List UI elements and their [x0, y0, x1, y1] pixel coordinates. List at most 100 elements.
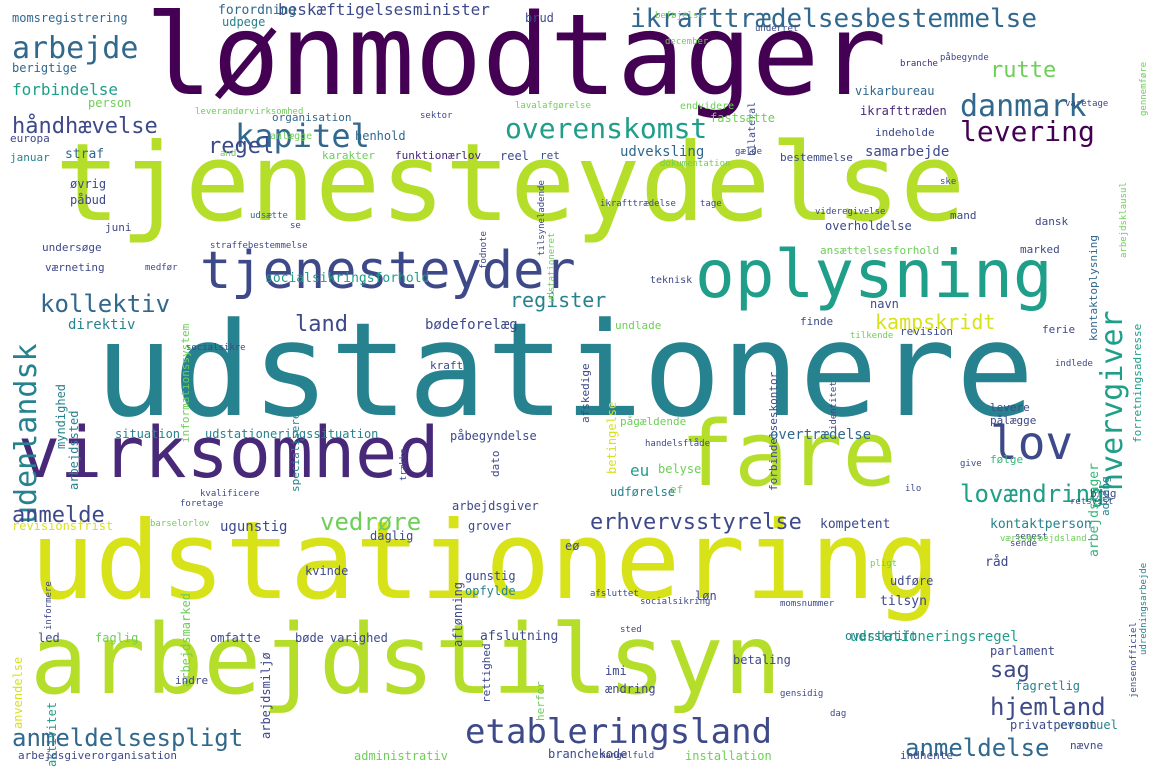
- word-135: indre: [175, 674, 209, 687]
- word-199: tage: [700, 199, 722, 209]
- word-85: navn: [870, 297, 899, 311]
- word-80: undersøge: [42, 241, 102, 254]
- word-154: foretage: [180, 499, 224, 509]
- word-143: eventuel: [1060, 718, 1118, 732]
- word-105: udførelse: [610, 485, 676, 499]
- word-81: værneting: [45, 261, 105, 274]
- word-161: sted: [620, 625, 642, 635]
- word-82: medfør: [145, 263, 178, 273]
- word-99: specialisere: [289, 412, 302, 492]
- word-75: sektor: [420, 111, 453, 121]
- word-49: karakter: [322, 149, 375, 162]
- word-190: handelsflåde: [645, 439, 711, 449]
- word-93: pågældende: [620, 415, 687, 428]
- word-141: imi: [605, 664, 627, 678]
- word-186: udsætte: [250, 211, 288, 221]
- word-123: aflønning: [451, 581, 465, 647]
- word-104: ef: [670, 483, 684, 496]
- word-53: ret: [540, 149, 560, 162]
- word-195: ikrafttrædelse: [600, 199, 676, 209]
- word-0: lønmodtager: [145, 0, 887, 121]
- word-189: tilsyneladende: [537, 180, 547, 257]
- word-12: arbejde: [12, 31, 139, 66]
- word-79: juni: [105, 221, 132, 234]
- word-58: vikarbureau: [855, 84, 935, 98]
- word-106: arbejdsgiver: [452, 499, 539, 513]
- word-95: pålægge: [990, 414, 1037, 427]
- word-92: betingelse: [605, 402, 619, 475]
- word-98: afskedige: [579, 363, 592, 424]
- word-132: anvendelse: [11, 657, 25, 730]
- word-184: fodnote: [479, 231, 489, 270]
- word-146: branchekode: [548, 747, 628, 761]
- word-74: dansk: [1035, 215, 1069, 228]
- word-65: myndighed: [54, 383, 68, 449]
- word-126: omfatte: [210, 631, 261, 645]
- word-178: varetage: [1065, 99, 1109, 109]
- word-50: funktionærlov: [395, 149, 482, 162]
- word-163: momsnummer: [780, 599, 835, 609]
- word-89: situation: [115, 427, 181, 441]
- word-71: overholdelse: [825, 219, 912, 233]
- word-156: råd: [985, 555, 1009, 570]
- word-170: ilo: [905, 484, 922, 494]
- word-47: henhold: [355, 129, 406, 143]
- word-122: kvinde: [305, 564, 349, 578]
- word-160: påbegynde: [940, 53, 989, 63]
- word-168: indlede: [1055, 359, 1093, 369]
- word-91: påbegyndelse: [450, 429, 537, 443]
- word-183: lavalafgørelse: [515, 101, 591, 111]
- word-52: reel: [500, 149, 529, 163]
- word-150: arbejdsgiverorganisation: [18, 749, 177, 762]
- word-3: udstationering: [30, 499, 941, 624]
- word-96: levere: [990, 401, 1030, 414]
- word-130: overskrift: [845, 629, 918, 643]
- word-125: faglig: [95, 631, 139, 645]
- word-48: anlægge: [270, 131, 313, 142]
- word-23: erhvervsstyrelse: [590, 510, 802, 535]
- word-39: udpege: [222, 15, 266, 29]
- word-83: informationssystem: [179, 323, 192, 443]
- word-1: tjenesteydelse: [55, 121, 966, 246]
- word-111: daglig: [370, 529, 414, 543]
- word-22: anmeldelsespligt: [12, 724, 244, 752]
- word-36: momsregistrering: [12, 11, 128, 25]
- word-26: kollektiv: [40, 290, 171, 318]
- word-32: anmelde: [12, 503, 105, 528]
- word-14: udenlandsk: [9, 343, 44, 524]
- word-33: sag: [990, 658, 1030, 683]
- word-145: administrativ: [354, 749, 448, 763]
- word-137: rettighed: [480, 643, 493, 704]
- word-97: kraft: [430, 359, 464, 372]
- word-148: indhente: [900, 749, 953, 762]
- word-43: straf: [65, 147, 105, 162]
- word-153: dato: [489, 450, 502, 478]
- word-173: udredningsarbejde: [1139, 562, 1149, 655]
- word-103: belyse: [658, 462, 702, 476]
- word-17: håndhævelse: [12, 114, 158, 139]
- word-134: arbejdsmarked: [179, 592, 193, 687]
- word-119: udføre: [890, 574, 934, 588]
- word-15: ikrafttrædelsesbestemmelse: [630, 4, 1037, 34]
- word-54: samarbejde: [865, 144, 950, 160]
- word-112: grover: [468, 519, 512, 533]
- word-16: overenskomst: [505, 112, 708, 145]
- word-121: udstationeringsregel: [850, 629, 1019, 645]
- word-76: endvidere: [680, 101, 735, 112]
- word-102: eu: [630, 461, 650, 480]
- word-68: forretningsadresse: [1131, 323, 1144, 443]
- word-196: afsluttet: [590, 589, 639, 599]
- word-118: løn: [695, 589, 717, 603]
- word-24: anmeldelse: [905, 734, 1050, 762]
- word-72: marked: [1020, 243, 1060, 256]
- word-157: mangelfuld: [600, 751, 655, 761]
- word-167: identitet: [829, 381, 839, 431]
- word-67: kontaktoplysning: [1087, 235, 1100, 342]
- word-2: udstationere: [95, 294, 1035, 446]
- word-177: gennemføre: [1139, 61, 1149, 116]
- word-197: socialsikring: [640, 597, 711, 607]
- word-18: levering: [960, 115, 1095, 148]
- word-19: regel: [208, 134, 275, 159]
- word-185: se: [290, 221, 301, 231]
